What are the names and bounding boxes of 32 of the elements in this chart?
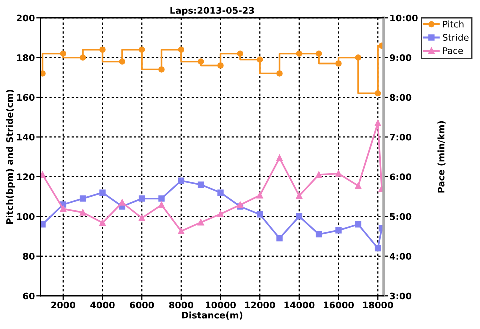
y2-axis-title: Pace (min/km)	[438, 121, 446, 193]
legend-label: Stride	[443, 34, 469, 42]
y-tick-label: 140	[17, 134, 35, 141]
x-tick-label: 14000	[284, 302, 315, 309]
y2-tick-label: 10:00	[390, 14, 418, 22]
y2-tick-label: 9:00	[390, 54, 412, 62]
y2-tick-label: 3:00	[390, 292, 412, 300]
y2-tick-label: 7:00	[390, 134, 412, 141]
y-tick-label: 160	[17, 94, 35, 102]
y-tick-label: 180	[17, 54, 35, 62]
y-tick-label: 60	[23, 292, 35, 300]
x-tick-label: 18000	[363, 302, 394, 309]
x-tick-label: 4000	[90, 302, 115, 309]
x-tick-label: 6000	[130, 302, 154, 309]
y-tick-label: 120	[17, 174, 35, 181]
x-tick-label: 8000	[169, 302, 194, 309]
y2-tick-label: 5:00	[390, 213, 412, 220]
x-axis-title: Distance(m)	[182, 312, 243, 320]
x-tick-label: 16000	[324, 302, 354, 309]
y-axis-title: Pitch(bpm) and Stride(cm)	[6, 90, 16, 224]
legend-label: Pitch	[443, 20, 464, 28]
y-tick-label: 100	[17, 213, 35, 220]
x-tick-label: 12000	[245, 302, 276, 309]
chart-title: Laps:2013-05-23	[170, 7, 254, 16]
x-tick-label: 2000	[52, 302, 76, 309]
y2-tick-label: 6:00	[390, 174, 412, 181]
x-tick-label: 10000	[206, 302, 236, 309]
y-tick-label: 80	[23, 253, 35, 260]
y2-tick-label: 8:00	[390, 94, 412, 102]
y-tick-label: 200	[17, 14, 35, 22]
legend-label: Pace	[443, 48, 464, 54]
y2-tick-label: 4:00	[390, 253, 412, 260]
